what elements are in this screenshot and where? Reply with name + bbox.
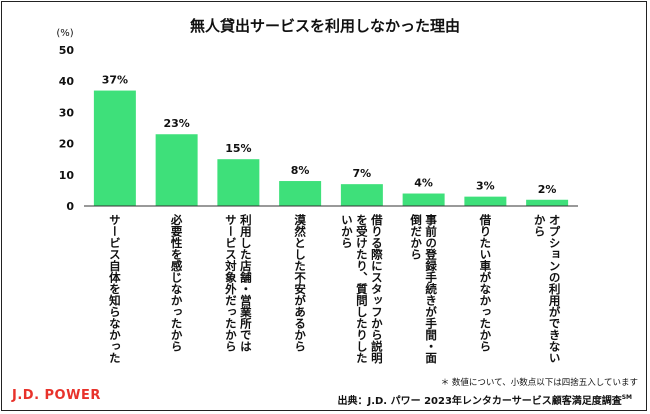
y-tick-label: 30	[59, 106, 75, 119]
bar	[340, 184, 383, 206]
data-label: 4%	[414, 177, 433, 190]
bar	[526, 199, 569, 206]
data-labels: 37% 23% 15% 8% 7% 4% 3% 2%	[102, 74, 557, 196]
category-labels: サービス自体を知らなかった 必要性を感じなかったから 利用した店舗・営業所ではサービ…	[108, 213, 562, 364]
bar	[464, 196, 507, 206]
category-label: 利用した店舗・営業所では	[239, 213, 253, 352]
category-label: 借りる際にスタッフから説明	[370, 213, 384, 364]
category-label: 借りたい車がなかったから	[478, 213, 492, 352]
category-label: 倒だから	[409, 213, 423, 260]
data-label: 7%	[353, 167, 372, 180]
source-text: 出典：J.D. パワー 2023年レンタカーサービス顧客満足度調査	[337, 394, 622, 407]
category-label: 事前の登録手続きが手間・面	[424, 213, 438, 364]
y-tick-label: 20	[59, 138, 75, 151]
bar	[402, 193, 445, 206]
category-label: を受けたり、質問したりした	[355, 214, 369, 364]
category-label: いから	[340, 214, 354, 249]
source-service-mark: SM	[622, 394, 632, 401]
category-label: オプションの利用ができない	[548, 214, 562, 364]
y-tick-label: 10	[59, 169, 75, 182]
category-label: サービス自体を知らなかった	[108, 214, 122, 364]
source-citation: 出典：J.D. パワー 2023年レンタカーサービス顧客満足度調査SM	[337, 394, 632, 407]
jd-power-logo: J.D. POWER	[11, 388, 101, 403]
footnote: ＊ 数値について、小数点以下は四捨五入しています	[441, 377, 638, 388]
category-label: サービス対象外だったから	[224, 214, 238, 352]
bar	[217, 159, 260, 206]
bar	[279, 181, 322, 206]
data-label: 37%	[102, 74, 128, 87]
data-label: 8%	[291, 164, 310, 177]
category-label: 漠然とした不安があるから	[293, 213, 307, 352]
data-label: 23%	[163, 117, 189, 130]
category-label: 必要性を感じなかったから	[170, 213, 184, 352]
data-label: 15%	[225, 142, 251, 155]
y-tick-label: 0	[66, 200, 74, 213]
data-label: 3%	[476, 180, 495, 193]
y-axis-ticks: 0 10 20 30 40 50	[59, 44, 75, 213]
y-tick-label: 40	[59, 75, 75, 88]
y-tick-label: 50	[59, 44, 75, 57]
y-axis-unit-label: (%)	[56, 28, 73, 39]
category-label: から	[533, 214, 547, 237]
bar	[93, 90, 136, 206]
bars	[93, 90, 569, 206]
data-label: 2%	[538, 183, 557, 196]
bar	[155, 134, 198, 206]
chart-title: 無人貸出サービスを利用しなかった理由	[190, 17, 460, 35]
